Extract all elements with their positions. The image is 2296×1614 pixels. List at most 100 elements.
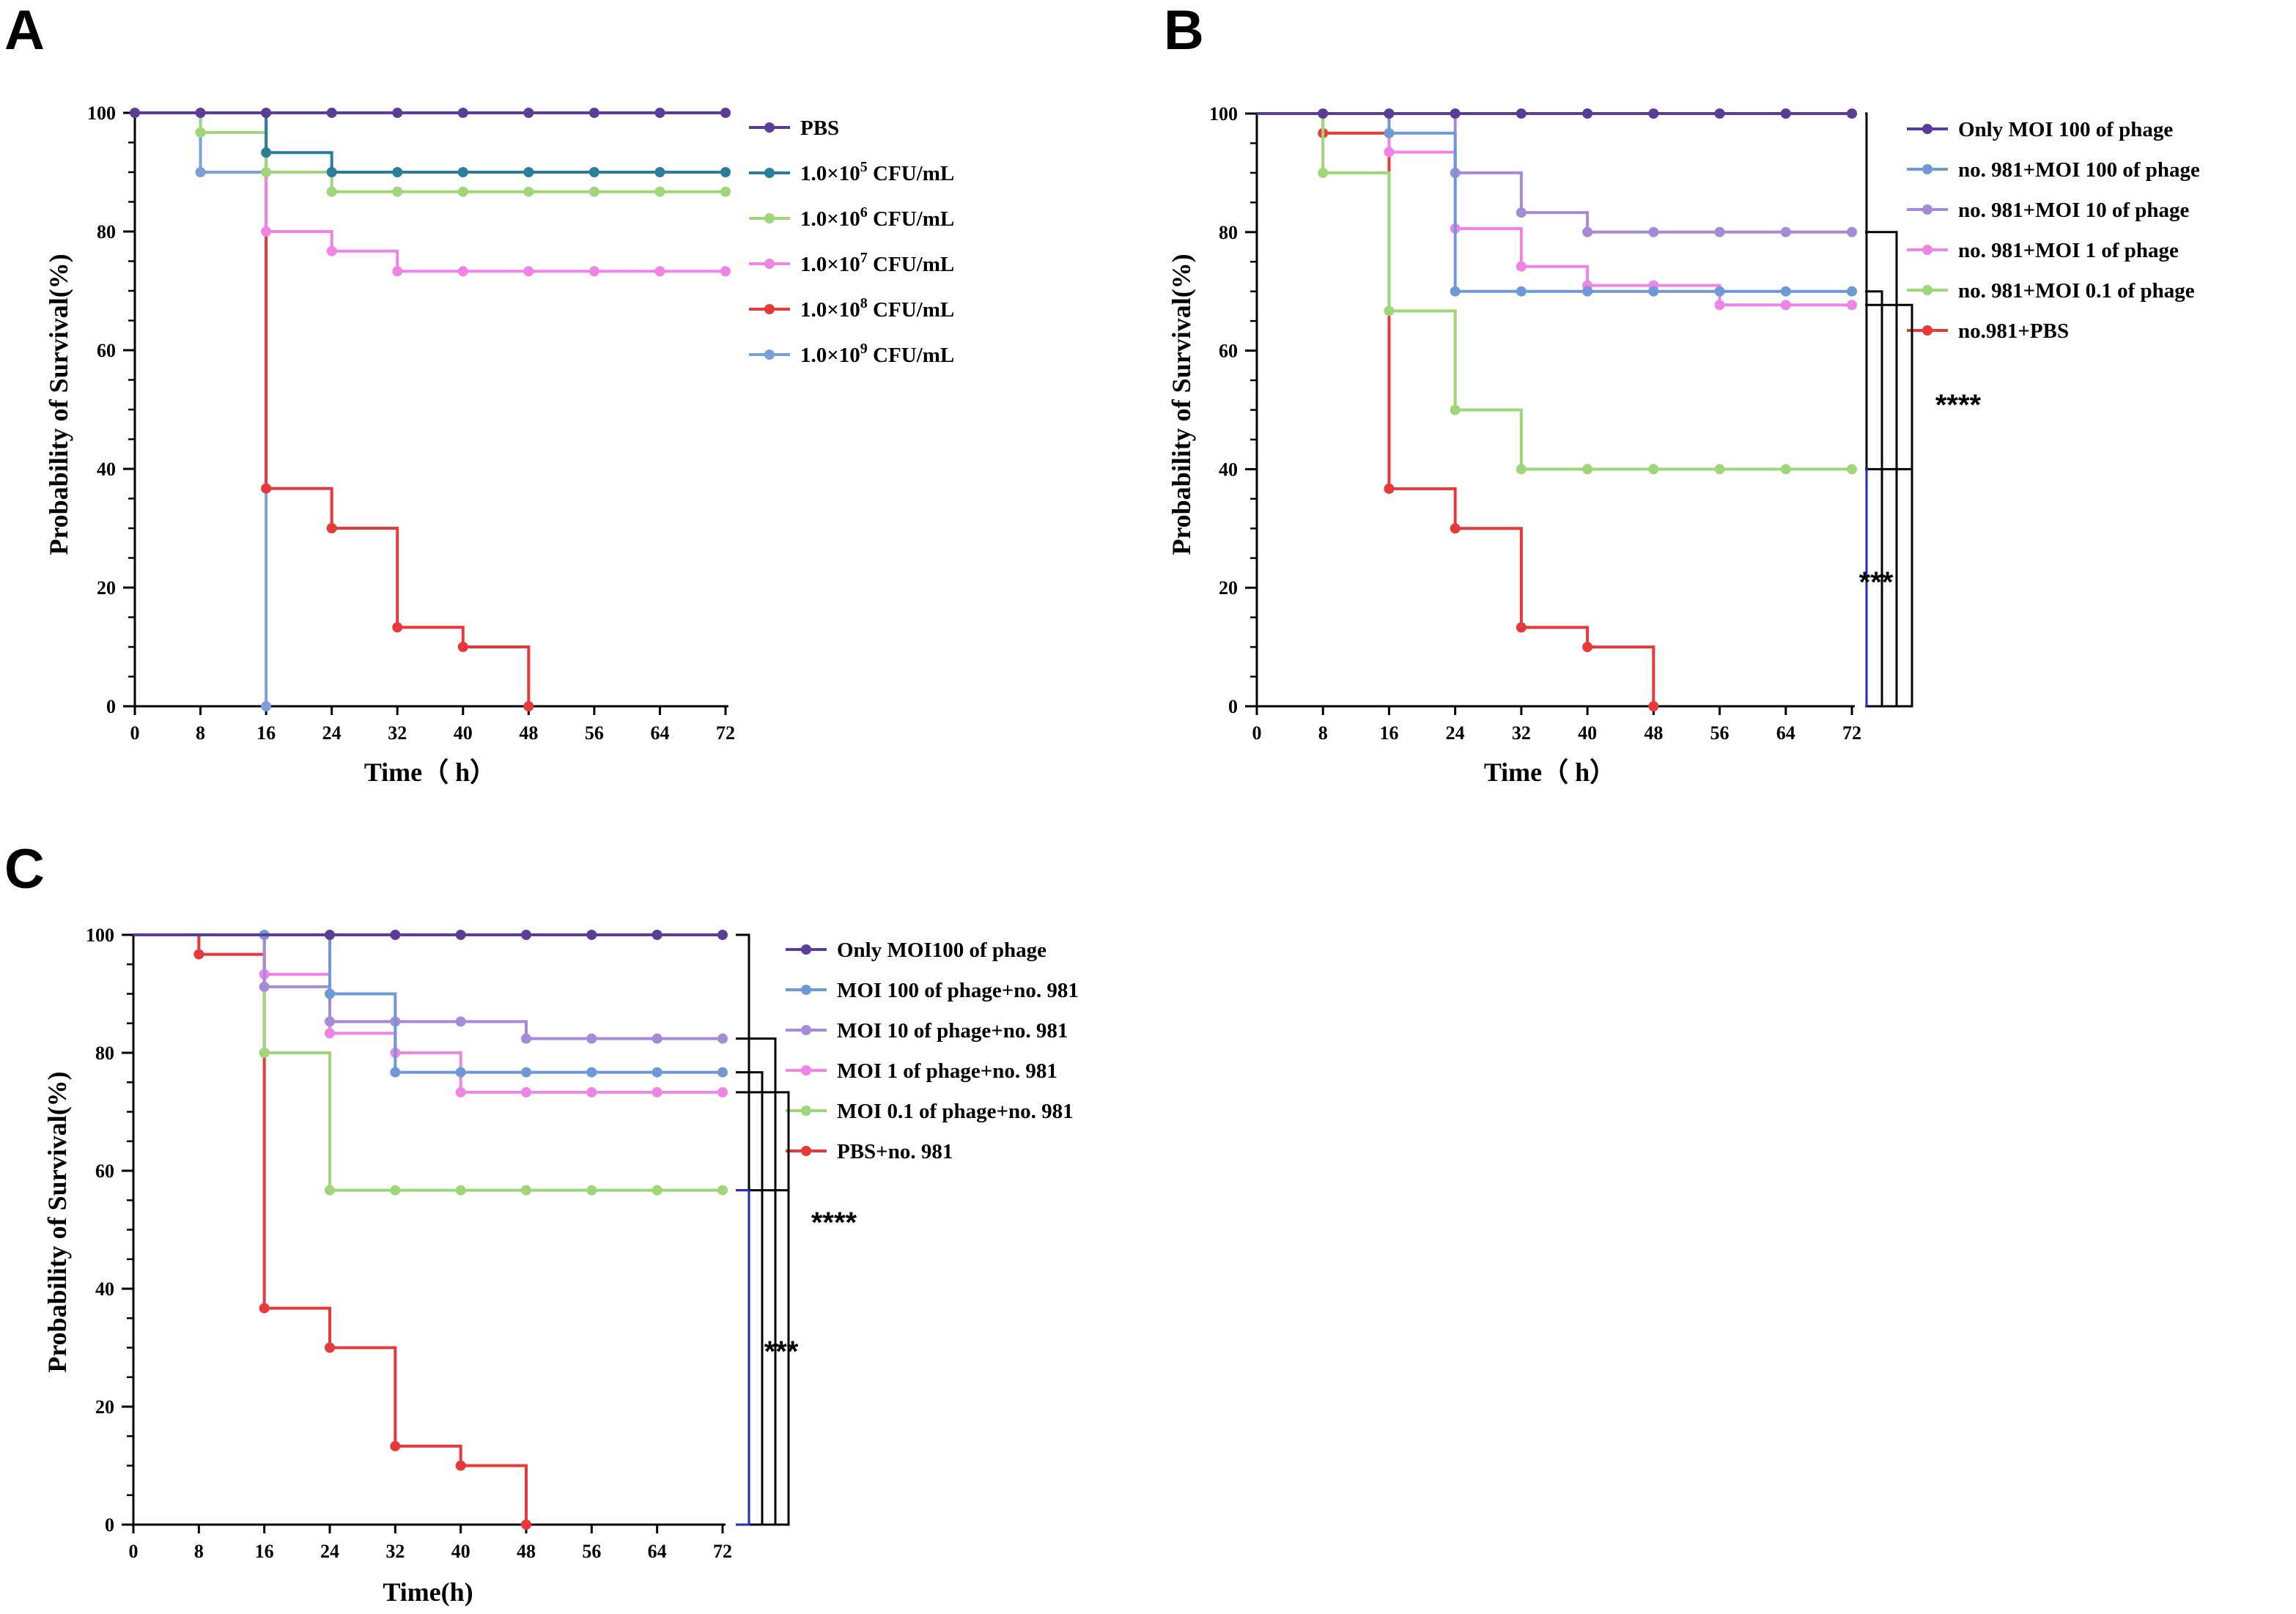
panel-b-series-point xyxy=(1384,108,1395,119)
panel-c-legend-marker xyxy=(801,1146,811,1156)
panel-a-series-point xyxy=(326,245,337,256)
panel-a-legend-marker xyxy=(764,259,775,269)
panel-a-x-tick-label: 56 xyxy=(585,722,604,744)
panel-c-y-axis-title: Probability of Survival(%) xyxy=(43,1071,72,1372)
panel-b-legend-label: no. 981+MOI 1 of phage xyxy=(1958,239,2179,262)
panel-c-x-tick-label: 8 xyxy=(194,1541,204,1562)
panel-a-x-tick-label: 24 xyxy=(322,722,342,744)
panel-a-series-point xyxy=(392,186,403,197)
panel-b-series-point xyxy=(1780,464,1791,475)
panel-b-y-axis-title: Probability of Survival(%) xyxy=(1167,253,1196,555)
panel-c-series-point xyxy=(586,1087,597,1097)
panel-a-y-tick-label: 60 xyxy=(97,340,116,361)
panel-a-series-point xyxy=(326,167,337,177)
panel-b-y-tick-label: 60 xyxy=(1219,341,1238,362)
panel-b-y-tick-label: 40 xyxy=(1219,459,1238,480)
panel-b-legend-label: Only MOI 100 of phage xyxy=(1958,118,2173,141)
panel-c-legend-label: MOI 10 of phage+no. 981 xyxy=(837,1019,1068,1043)
panel-c-series-line xyxy=(133,933,723,1040)
panel-c-series-point xyxy=(717,1033,728,1044)
panel-c-y-tick-label: 100 xyxy=(86,925,114,946)
panel-c-series-point xyxy=(586,930,597,940)
panel-b-series-point xyxy=(1318,108,1329,119)
panel-b-legend-label: no.981+PBS xyxy=(1958,319,2069,343)
panel-a-series-point xyxy=(523,266,534,277)
panel-c-series-point xyxy=(717,1185,728,1196)
panel-c-x-tick-label: 16 xyxy=(255,1541,274,1562)
panel-c-series-point xyxy=(586,1033,597,1044)
panel-b-series-point xyxy=(1450,404,1461,415)
panel-c-series-point xyxy=(455,1087,466,1097)
panel-c-series-point xyxy=(325,1185,335,1196)
panel-b-legend-marker xyxy=(1922,285,1933,295)
panel-a-letter: A xyxy=(4,0,45,62)
panel-b-series-point xyxy=(1714,286,1725,297)
panel-a-x-tick-label: 64 xyxy=(650,722,669,744)
panel-c-series-point xyxy=(521,1087,531,1097)
panel-c-x-tick-label: 40 xyxy=(451,1541,470,1562)
panel-a-legend-marker xyxy=(764,168,775,178)
panel-c-y-tick-label: 40 xyxy=(95,1278,114,1300)
panel-a-y-tick-label: 0 xyxy=(106,696,116,717)
panel-a-series-point xyxy=(261,167,272,177)
panel-b-x-tick-label: 72 xyxy=(1842,722,1861,744)
panel-a-legend-marker xyxy=(764,213,775,223)
panel-c-sig-bracket xyxy=(736,1189,790,1526)
panel-b-series-point xyxy=(1714,226,1725,237)
panel-c-y-tick-label: 60 xyxy=(95,1160,114,1182)
panel-a-series-point xyxy=(654,108,665,118)
panel-c-series-point xyxy=(325,1016,335,1027)
panel-b-series-point xyxy=(1847,286,1857,297)
panel-b-x-tick-label: 48 xyxy=(1644,722,1663,744)
panel-c-series-point xyxy=(586,1185,597,1196)
panel-c-series-point xyxy=(717,1067,728,1078)
panel-a-x-tick-label: 72 xyxy=(716,722,735,744)
panel-c-legend-marker xyxy=(801,985,811,995)
panel-c-legend-marker xyxy=(801,1065,811,1076)
panel-a-legend-label: 1.0×106 CFU/mL xyxy=(800,204,954,231)
panel-a-series-point xyxy=(588,167,599,177)
panel-b-x-tick-label: 64 xyxy=(1776,722,1795,744)
panel-c-legend-label: MOI 0.1 of phage+no. 981 xyxy=(837,1100,1074,1123)
panel-b-series-point xyxy=(1450,286,1461,297)
panel-c-x-axis-title: Time(h) xyxy=(383,1577,473,1607)
panel-c-x-tick-label: 64 xyxy=(648,1541,667,1562)
panel-b-series-line xyxy=(1257,112,1852,471)
panel-c-series-point xyxy=(521,1519,531,1530)
panel-a-x-tick-label: 32 xyxy=(388,722,407,744)
panel-c-series-point xyxy=(325,1342,335,1353)
panel-a-legend-label: 1.0×107 CFU/mL xyxy=(800,250,954,276)
panel-b-series-point xyxy=(1648,464,1659,475)
panel-b-sig-bracket xyxy=(1865,468,1868,708)
panel-b-series-point xyxy=(1384,306,1395,316)
panel-a-x-tick-label: 48 xyxy=(519,722,538,744)
panel-a-series-line xyxy=(135,111,268,706)
panel-b-x-tick-label: 56 xyxy=(1710,722,1730,744)
panel-a-series-point xyxy=(588,266,599,277)
panel-c-legend-label: MOI 100 of phage+no. 981 xyxy=(837,979,1079,1002)
panel-a-x-tick-label: 16 xyxy=(256,722,276,744)
panel-b-x-tick-label: 32 xyxy=(1512,722,1531,744)
panel-c-series-point xyxy=(717,1087,728,1097)
panel-b-x-tick-label: 24 xyxy=(1446,722,1465,744)
panel-a-x-tick-label: 0 xyxy=(130,722,140,744)
panel-a-series-point xyxy=(195,108,206,118)
panel-c-legend-marker xyxy=(801,944,811,955)
panel-a-series-line xyxy=(135,111,531,706)
panel-c-x-tick-label: 56 xyxy=(582,1541,601,1562)
panel-a-series-point xyxy=(457,108,468,118)
panel-b-series-point xyxy=(1714,108,1725,119)
panel-a-series-point xyxy=(392,266,403,277)
panel-a-series-point xyxy=(392,167,403,177)
panel-a-legend-marker xyxy=(764,349,775,360)
panel-b-legend-label: no. 981+MOI 0.1 of phage xyxy=(1958,279,2195,303)
panel-b-series-point xyxy=(1780,300,1791,311)
panel-b-x-tick-label: 40 xyxy=(1578,722,1597,744)
panel-b-x-axis-title: Time（ h） xyxy=(1484,758,1616,787)
panel-a-series-point xyxy=(654,167,665,177)
panel-b-series-point xyxy=(1847,464,1857,475)
panel-b-series-point xyxy=(1847,300,1857,311)
panel-b-series-point xyxy=(1582,108,1593,119)
panel-a-legend-marker xyxy=(764,304,775,314)
panel-c-series-point xyxy=(651,1087,662,1097)
